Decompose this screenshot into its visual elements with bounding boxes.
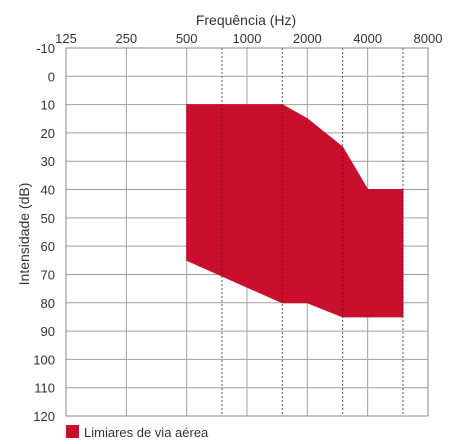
y-tick-label: 20: [41, 126, 55, 141]
y-tick-label: 30: [41, 154, 55, 169]
y-tick-label: 110: [34, 381, 55, 396]
x-tick-labels: 125 250 500 1000 2000 4000 8000: [55, 31, 442, 46]
series-area: [186, 104, 404, 318]
x-tick-label: 4000: [353, 31, 382, 46]
legend: Limiares de via aérea: [66, 425, 209, 440]
y-axis-title: Intensidade (dB): [16, 183, 32, 286]
x-axis-title: Frequência (Hz): [196, 12, 296, 28]
area-layer: [186, 48, 404, 416]
x-tick-label: 500: [176, 31, 198, 46]
x-tick-label: 125: [55, 31, 77, 46]
y-tick-labels: -10 0 10 20 30 40 50 60 70 80 90 100 110 120: [33, 41, 55, 424]
x-tick-label: 250: [115, 31, 137, 46]
y-tick-label: 10: [41, 98, 55, 113]
y-tick-label: 70: [41, 267, 55, 282]
x-tick-label: 2000: [293, 31, 322, 46]
plot-frame: [65, 47, 429, 417]
y-tick-label: 0: [48, 69, 55, 84]
y-tick-label: 60: [41, 239, 55, 254]
x-tick-label: 8000: [414, 31, 443, 46]
legend-swatch: [66, 425, 79, 438]
y-tick-label: 100: [33, 352, 55, 367]
plot-border: [65, 47, 429, 417]
y-tick-label: -10: [36, 41, 55, 56]
legend-label: Limiares de via aérea: [84, 425, 209, 439]
y-tick-label: 120: [33, 409, 55, 424]
y-tick-label: 40: [41, 183, 55, 198]
y-tick-label: 90: [41, 324, 55, 339]
y-tick-label: 50: [41, 211, 55, 226]
y-tick-label: 80: [41, 296, 55, 311]
x-tick-label: 1000: [233, 31, 262, 46]
